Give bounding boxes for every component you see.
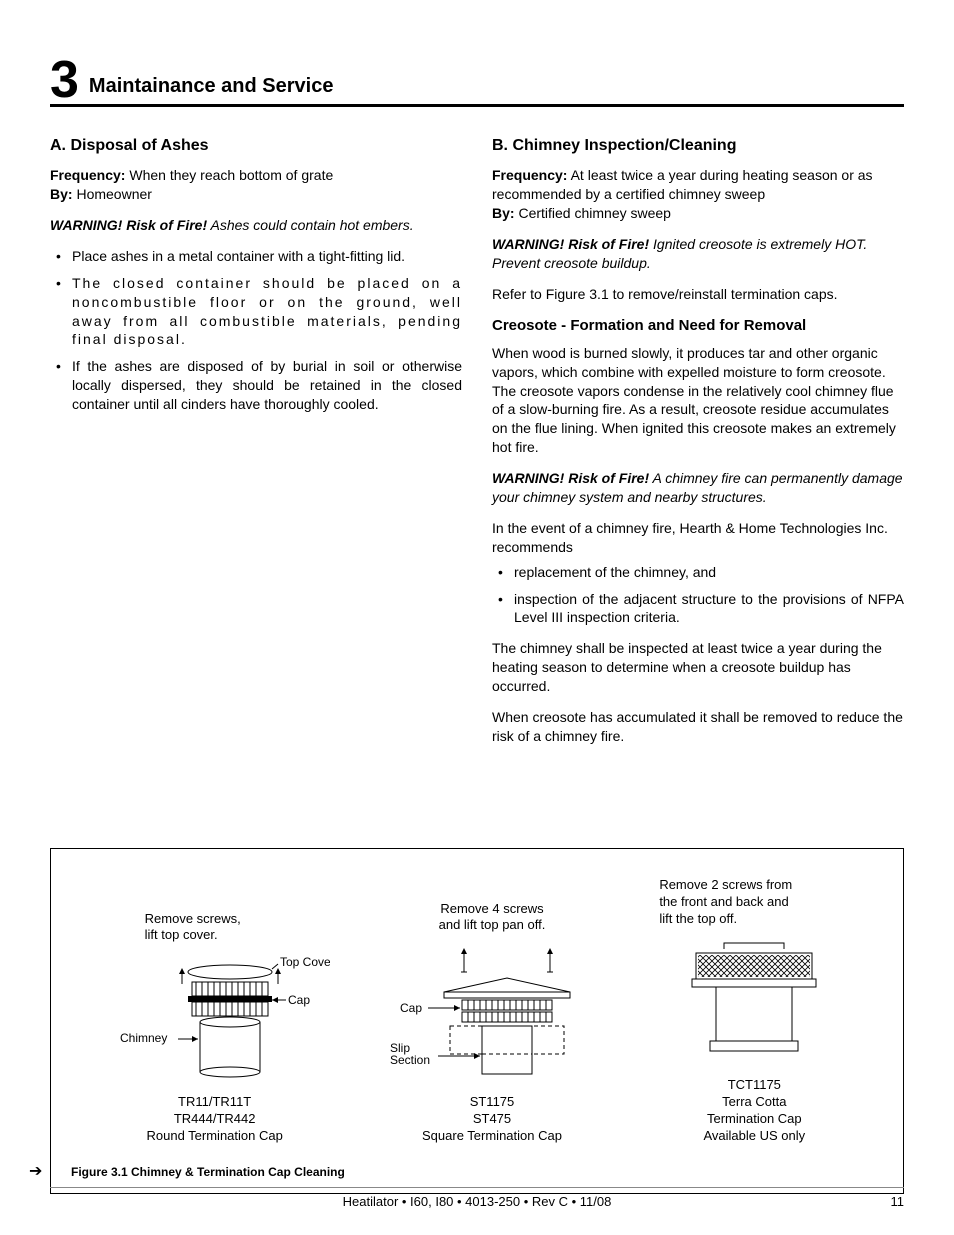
lbl-cap1: Cap	[288, 993, 310, 1007]
d2-top: Remove 4 screws and lift top pan off.	[372, 901, 612, 935]
lbl-slip2: Section	[390, 1053, 430, 1067]
bullets-b: replacement of the chimney, and inspecti…	[492, 563, 904, 628]
d2-bottom: ST1175 ST475 Square Termination Cap	[372, 1094, 612, 1145]
warning-label-b2: WARNING! Risk of Fire!	[492, 470, 649, 486]
warning-text: Ashes could contain hot embers.	[207, 217, 414, 233]
footer-center: Heatilator • I60, I80 • 4013-250 • Rev C…	[343, 1194, 612, 1209]
d3-top: Remove 2 screws from the front and back …	[659, 877, 869, 928]
round-cap-svg: Top Cover Cap Chim	[100, 954, 330, 1084]
lbl-chimney: Chimney	[120, 1031, 167, 1045]
square-cap-svg: Cap Slip Section	[382, 944, 602, 1084]
column-a: A. Disposal of Ashes Frequency: When the…	[50, 135, 462, 758]
figure-caption: Figure 3.1 Chimney & Termination Cap Cle…	[71, 1165, 883, 1179]
subsection-a-title: A. Disposal of Ashes	[50, 135, 462, 157]
freq-label: Frequency:	[50, 167, 125, 183]
terracotta-svg	[664, 937, 844, 1067]
d3-bottom: TCT1175 Terra Cotta Termination Cap Avai…	[639, 1077, 869, 1145]
warning-b2: WARNING! Risk of Fire! A chimney fire ca…	[492, 469, 904, 507]
bullet-b2: inspection of the adjacent structure to …	[514, 590, 904, 628]
page-footer: Heatilator • I60, I80 • 4013-250 • Rev C…	[50, 1187, 904, 1209]
creosote-p3: The chimney shall be inspected at least …	[492, 639, 904, 696]
section-number: 3	[50, 60, 79, 102]
diagram-square-cap: Remove 4 screws and lift top pan off. Ca…	[372, 901, 612, 1145]
by-label: By:	[50, 186, 73, 202]
diagram-round-cap: Remove screws, lift top cover. Top Cover…	[85, 911, 345, 1145]
d1-bottom: TR11/TR11T TR444/TR442 Round Termination…	[85, 1094, 345, 1145]
lbl-cap2: Cap	[400, 1001, 422, 1015]
warning-label-b1: WARNING! Risk of Fire!	[492, 236, 649, 252]
creosote-p1: When wood is burned slowly, it produces …	[492, 344, 904, 457]
bullet-a3: If the ashes are disposed of by burial i…	[72, 357, 462, 414]
refer-text: Refer to Figure 3.1 to remove/reinstall …	[492, 285, 904, 304]
by-text: Homeowner	[73, 186, 152, 202]
warning-label: WARNING! Risk of Fire!	[50, 217, 207, 233]
by-text-b: Certified chimney sweep	[515, 205, 671, 221]
section-title: Maintainance and Service	[89, 75, 334, 102]
bullet-a2: The closed container should be placed on…	[72, 274, 462, 350]
warning-a: WARNING! Risk of Fire! Ashes could conta…	[50, 216, 462, 235]
bullet-b1: replacement of the chimney, and	[514, 563, 904, 582]
bullet-a1: Place ashes in a metal container with a …	[72, 247, 462, 266]
warning-b1: WARNING! Risk of Fire! Ignited creosote …	[492, 235, 904, 273]
content-columns: A. Disposal of Ashes Frequency: When the…	[50, 135, 904, 758]
freq-label-b: Frequency:	[492, 167, 567, 183]
section-header: 3 Maintainance and Service	[50, 60, 904, 107]
freq-text: When they reach bottom of grate	[125, 167, 333, 183]
figure-box: ➔ Remove screws, lift top cover. Top Cov…	[50, 848, 904, 1194]
diagram-terracotta-cap: Remove 2 screws from the front and back …	[639, 877, 869, 1145]
by-label-b: By:	[492, 205, 515, 221]
freq-line-a: Frequency: When they reach bottom of gra…	[50, 166, 462, 204]
d1-top: Remove screws, lift top cover.	[145, 911, 345, 945]
arrow-icon: ➔	[29, 1161, 42, 1181]
bullets-a: Place ashes in a metal container with a …	[50, 247, 462, 414]
page-number: 11	[891, 1194, 905, 1209]
column-b: B. Chimney Inspection/Cleaning Frequency…	[492, 135, 904, 758]
freq-line-b: Frequency: At least twice a year during …	[492, 166, 904, 223]
subsection-b-title: B. Chimney Inspection/Cleaning	[492, 135, 904, 157]
creosote-p2: In the event of a chimney fire, Hearth &…	[492, 519, 904, 557]
diagrams-row: Remove screws, lift top cover. Top Cover…	[71, 877, 883, 1145]
creosote-p4: When creosote has accumulated it shall b…	[492, 708, 904, 746]
creosote-subhead: Creosote - Formation and Need for Remova…	[492, 316, 904, 336]
lbl-topcover: Top Cover	[280, 955, 330, 969]
